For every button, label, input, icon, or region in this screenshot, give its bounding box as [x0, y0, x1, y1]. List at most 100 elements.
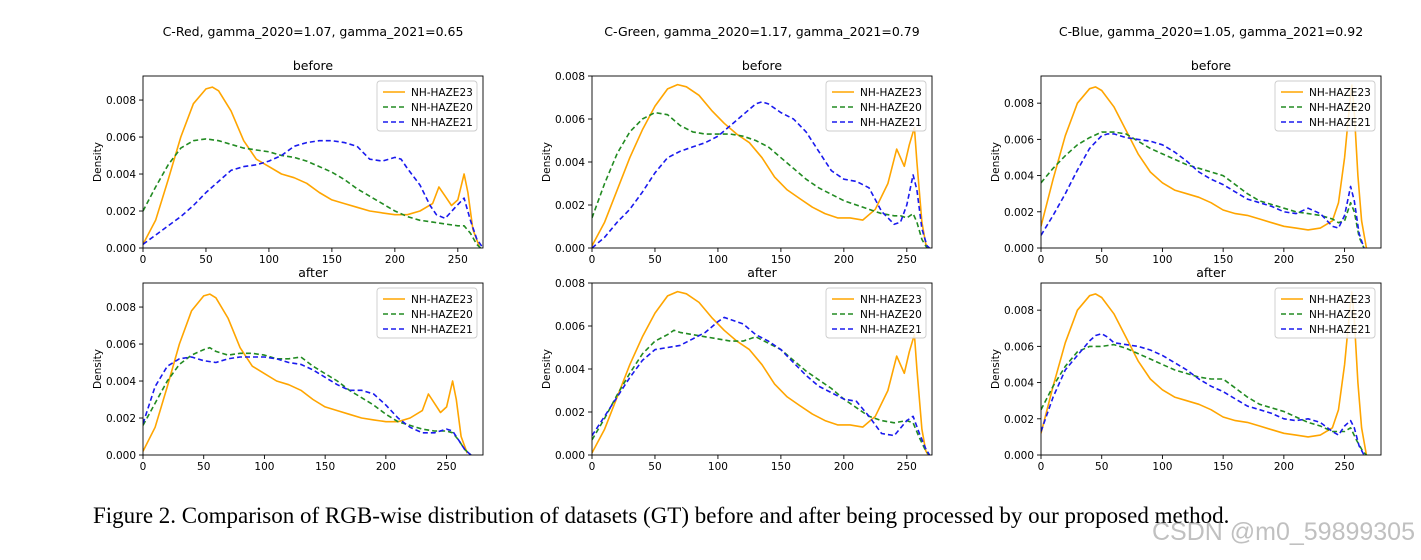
x-tick-label: 150 [771, 461, 791, 473]
series-line-nh-haze21 [143, 139, 483, 248]
series-line-nh-haze21 [143, 356, 472, 455]
legend: NH-HAZE23 NH-HAZE20 NH-HAZE21 [825, 287, 927, 339]
y-tick-label: 0.002 [1004, 414, 1034, 426]
series-line-nh-haze23 [1041, 84, 1368, 248]
x-tick-label: 0 [1038, 254, 1045, 266]
axes-frame [1040, 282, 1382, 456]
legend-entry: NH-HAZE20 [411, 309, 473, 321]
x-tick-label: 250 [437, 461, 457, 473]
chart-panel: C-Red, gamma_2020=1.07, gamma_2021=0.65b… [92, 24, 484, 266]
legend-box [825, 287, 927, 339]
y-tick-label: 0.002 [1004, 207, 1034, 219]
series-line-nh-haze23 [1041, 291, 1368, 455]
y-tick-label: 0.002 [106, 413, 136, 425]
y-tick-label: 0.000 [1004, 243, 1034, 255]
y-tick-label: 0.004 [555, 157, 585, 169]
legend: NH-HAZE23 NH-HAZE20 NH-HAZE21 [1274, 287, 1376, 339]
y-tick-label: 0.002 [106, 206, 136, 218]
legend-box [1274, 80, 1376, 132]
figure: C-Red, gamma_2020=1.07, gamma_2021=0.65b… [92, 24, 1382, 473]
y-tick-label: 0.000 [106, 243, 136, 255]
axes-frame [142, 282, 484, 456]
y-axis-label: Density [990, 142, 1002, 182]
series-line-nh-haze20 [592, 111, 928, 248]
x-tick-label: 50 [197, 461, 210, 473]
series-line-nh-haze23 [592, 290, 929, 455]
legend-entry: NH-HAZE20 [1309, 102, 1371, 114]
legend-entry: NH-HAZE21 [1309, 117, 1371, 129]
y-tick-label: 0.008 [106, 95, 136, 107]
y-tick-label: 0.002 [555, 407, 585, 419]
panel-title: after [298, 265, 328, 280]
series-line-nh-haze20 [143, 138, 482, 248]
x-tick-label: 50 [199, 254, 212, 266]
x-tick-label: 100 [259, 254, 279, 266]
x-tick-label: 250 [897, 461, 917, 473]
x-tick-label: 250 [448, 254, 468, 266]
panel-title: before [293, 58, 334, 73]
column-title: C-Blue, gamma_2020=1.05, gamma_2021=0.92 [1059, 24, 1363, 39]
y-tick-label: 0.006 [1004, 134, 1034, 146]
x-tick-label: 200 [834, 254, 854, 266]
chart-panel: C-Green, gamma_2020=1.17, gamma_2021=0.7… [541, 24, 933, 266]
x-tick-label: 50 [1095, 461, 1108, 473]
y-tick-label: 0.006 [106, 339, 136, 351]
series-line-nh-haze21 [592, 101, 931, 248]
x-tick-label: 150 [1213, 461, 1233, 473]
x-tick-label: 200 [1274, 254, 1294, 266]
x-tick-label: 0 [140, 254, 147, 266]
chart-panel: after 0 50 100 150 200 250 0.000 0.002 0.004 0.006… [990, 265, 1382, 473]
series-line-nh-haze23 [143, 293, 468, 454]
column-title: C-Green, gamma_2020=1.17, gamma_2021=0.7… [604, 24, 919, 39]
panel-title: after [747, 265, 777, 280]
legend: NH-HAZE23 NH-HAZE20 NH-HAZE21 [1274, 80, 1376, 132]
legend-entry: NH-HAZE21 [411, 324, 473, 336]
figure-caption: Figure 2. Comparison of RGB-wise distrib… [93, 503, 1230, 528]
x-tick-label: 150 [315, 461, 335, 473]
y-axis-label: Density [990, 349, 1002, 389]
panel-title: before [742, 58, 783, 73]
y-tick-label: 0.008 [555, 278, 585, 290]
x-tick-label: 250 [1335, 461, 1355, 473]
series-line-nh-haze21 [1041, 133, 1365, 248]
x-tick-label: 0 [140, 461, 147, 473]
legend-entry: NH-HAZE20 [411, 102, 473, 114]
panel-title: before [1191, 58, 1232, 73]
legend-box [376, 287, 478, 339]
x-tick-label: 100 [1152, 254, 1172, 266]
legend-entry: NH-HAZE23 [411, 87, 473, 99]
legend-entry: NH-HAZE20 [860, 102, 922, 114]
y-tick-label: 0.006 [555, 114, 585, 126]
axes-frame [142, 75, 484, 249]
legend: NH-HAZE23 NH-HAZE20 NH-HAZE21 [376, 287, 478, 339]
legend-entry: NH-HAZE21 [860, 117, 922, 129]
y-axis-label: Density [541, 142, 553, 182]
y-tick-label: 0.006 [555, 321, 585, 333]
x-tick-label: 100 [254, 461, 274, 473]
legend-entry: NH-HAZE20 [860, 309, 922, 321]
series-line-nh-haze23 [592, 83, 929, 248]
legend-entry: NH-HAZE23 [860, 294, 922, 306]
y-tick-label: 0.006 [106, 132, 136, 144]
x-tick-label: 200 [1274, 461, 1294, 473]
x-tick-label: 200 [376, 461, 396, 473]
legend-box [376, 80, 478, 132]
x-tick-label: 50 [648, 254, 661, 266]
watermark: CSDN @m0_59899305 [1151, 518, 1415, 546]
x-tick-label: 0 [589, 461, 596, 473]
column-title: C-Red, gamma_2020=1.07, gamma_2021=0.65 [163, 24, 464, 39]
y-tick-label: 0.004 [106, 376, 136, 388]
series-line-nh-haze23 [143, 86, 480, 247]
series-line-nh-haze21 [592, 316, 931, 455]
y-tick-label: 0.004 [1004, 378, 1034, 390]
x-tick-label: 100 [708, 254, 728, 266]
y-tick-label: 0.008 [106, 302, 136, 314]
series-line-nh-haze20 [1041, 131, 1365, 248]
series-line-nh-haze20 [1041, 343, 1367, 455]
x-tick-label: 50 [1095, 254, 1108, 266]
x-tick-label: 150 [771, 254, 791, 266]
x-tick-label: 0 [1038, 461, 1045, 473]
legend-entry: NH-HAZE21 [411, 117, 473, 129]
x-tick-label: 50 [648, 461, 661, 473]
chart-panel: after 0 50 100 150 200 250 0.000 0.002 0.004 0.006… [541, 265, 933, 473]
